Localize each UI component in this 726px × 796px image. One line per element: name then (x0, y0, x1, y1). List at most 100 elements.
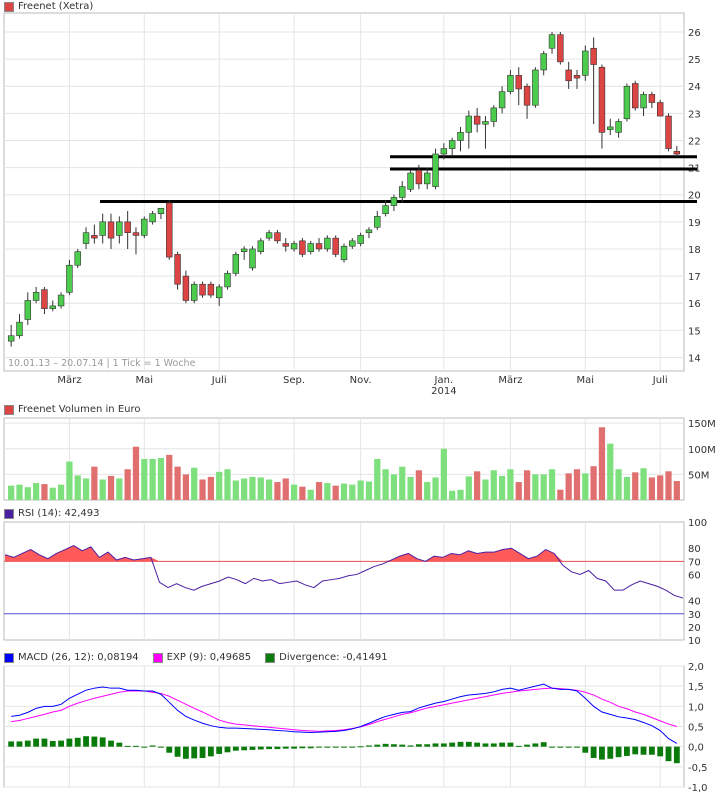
volume-bar (407, 476, 414, 500)
divergence-bar (74, 737, 81, 747)
candle-up (507, 75, 514, 92)
divergence-bar (499, 742, 506, 747)
candle-up (390, 197, 398, 206)
volume-bar (440, 448, 447, 500)
divergence-bar (474, 742, 481, 747)
divergence-bar (316, 746, 322, 748)
divergence-bar (657, 746, 664, 757)
divergence-bar (41, 738, 48, 747)
candle-down (415, 170, 423, 185)
volume-bar (16, 484, 23, 500)
divergence-bar (599, 746, 605, 760)
divergence-bar (432, 743, 439, 747)
volume-bar (607, 443, 614, 500)
macd-y-tick-label: 2,0 (688, 662, 704, 673)
candle-up (49, 305, 56, 309)
price-y-tick-label: 25 (688, 55, 701, 66)
x-tick-label: Juli (211, 375, 227, 386)
divergence-bar (58, 740, 64, 747)
volume-bar (107, 475, 115, 500)
candle-up (232, 254, 240, 274)
divergence-bar (99, 737, 106, 747)
volume-bar (598, 427, 606, 500)
candle-down (91, 235, 98, 239)
price-y-tick-label: 24 (688, 82, 701, 93)
volume-y-tick-label: 150M (688, 419, 716, 430)
divergence-bar (673, 746, 680, 764)
volume-bar (290, 484, 298, 500)
candle-up (615, 121, 622, 133)
candle-down (590, 47, 597, 65)
volume-bar (224, 469, 231, 500)
volume-bar (157, 457, 165, 500)
divergence-bar (307, 746, 314, 749)
price-y-tick-label: 16 (688, 299, 701, 310)
volume-bar (623, 476, 631, 500)
candle-up (224, 273, 231, 288)
rsi-line (4, 545, 684, 599)
volume-bar (99, 479, 106, 500)
divergence-bar (607, 746, 614, 759)
divergence-bar (665, 746, 672, 762)
rsi-y-tick-label: 80 (688, 544, 701, 555)
volume-bar (315, 482, 323, 500)
candle-up (141, 218, 148, 236)
candle-up (290, 243, 298, 250)
divergence-bar (507, 742, 514, 747)
candle-down (673, 151, 681, 155)
divergence-bar (549, 746, 555, 748)
volume-bar (374, 459, 381, 500)
panel-frame-0 (3, 12, 685, 372)
volume-bar (232, 480, 239, 500)
candle-down (174, 254, 181, 285)
candle-up (16, 321, 23, 337)
divergence-bar (207, 746, 214, 757)
volume-bar (182, 474, 190, 500)
divergence-bar (374, 744, 381, 747)
candle-up (257, 240, 265, 252)
divergence-bar (391, 744, 397, 747)
divergence-bar (557, 746, 564, 748)
divergence-bar (457, 741, 464, 747)
candle-up (432, 153, 439, 187)
volume-bar (91, 466, 98, 500)
volume-bar (523, 470, 531, 500)
candle-up (249, 248, 256, 269)
divergence-bar (182, 746, 189, 759)
volume-bar (24, 487, 31, 500)
candle-up (99, 221, 106, 236)
volume-bar (332, 485, 339, 500)
volume-bar (399, 466, 406, 500)
volume-bar (149, 459, 156, 500)
candle-up (407, 172, 414, 190)
volume-bar (365, 481, 373, 500)
candle-down (315, 243, 323, 250)
candle-up (157, 207, 165, 214)
divergence-bar (291, 746, 297, 749)
candle-up (149, 213, 156, 223)
divergence-bar (241, 746, 248, 751)
divergence-bar (440, 743, 447, 747)
volume-bar (632, 472, 639, 500)
candle-down (598, 66, 606, 133)
volume-bar (657, 475, 664, 500)
price-y-tick-label: 18 (688, 245, 701, 256)
price-y-tick-label: 26 (688, 28, 701, 39)
candle-up (382, 205, 389, 214)
volume-bar (82, 478, 90, 500)
volume-bar (132, 446, 140, 500)
candle-down (565, 69, 572, 82)
price-y-tick-label: 23 (688, 109, 701, 120)
candle-up (440, 148, 448, 155)
volume-bar (648, 477, 655, 500)
candle-up (365, 229, 373, 233)
volume-bar (116, 478, 123, 500)
volume-bar (432, 477, 439, 500)
candle-up (482, 121, 489, 125)
divergence-bar (224, 746, 231, 753)
candle-down (523, 85, 531, 106)
volume-bar (249, 476, 256, 500)
divergence-bar (590, 746, 597, 758)
candle-up (548, 34, 556, 49)
